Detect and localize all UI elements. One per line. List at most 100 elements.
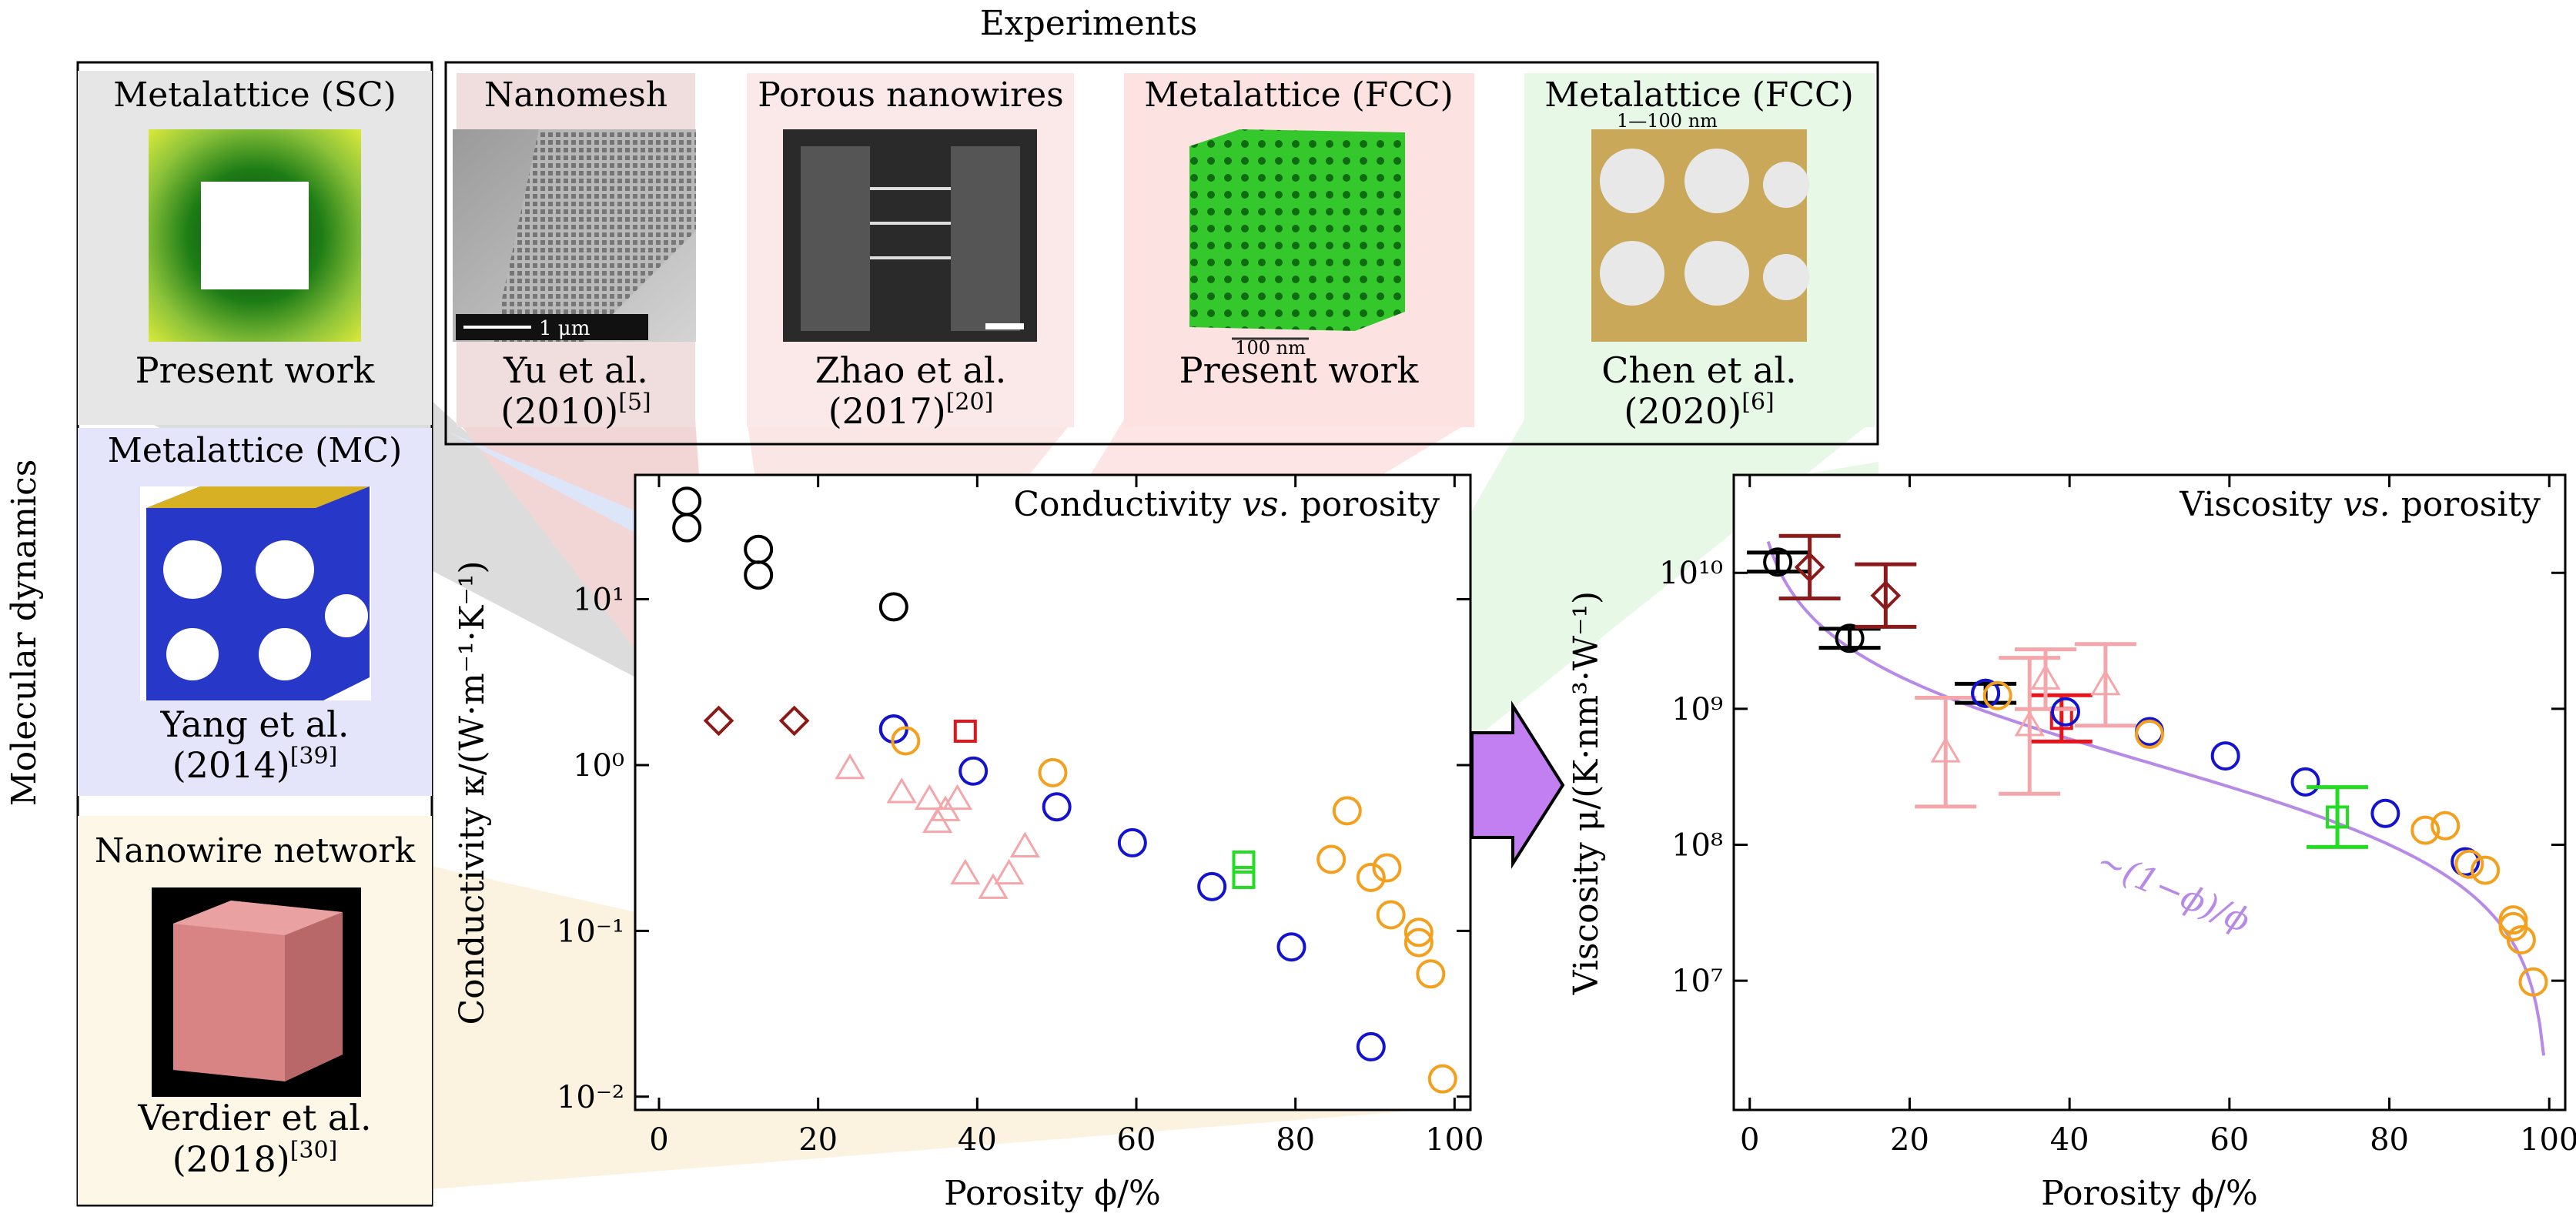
black-circle-point bbox=[1747, 547, 1809, 577]
exp-panel-nanowires-title: Porous nanowires bbox=[758, 75, 1064, 115]
pink-triangle-point bbox=[835, 753, 865, 780]
darkred-diamond-point bbox=[703, 705, 734, 737]
orange-circle-point bbox=[1982, 680, 2012, 710]
pink-triangle-point bbox=[914, 784, 945, 811]
x-tick-label: 60 bbox=[2210, 1122, 2249, 1158]
mc-metalattice-image bbox=[140, 486, 371, 700]
blue-circle-point bbox=[1276, 932, 1306, 962]
x-tick-label: 20 bbox=[1890, 1122, 1929, 1158]
pink-triangle-point bbox=[886, 777, 917, 804]
blue-circle-point bbox=[2050, 697, 2080, 727]
darkred-diamond-point bbox=[1778, 533, 1841, 601]
x-tick-label: 100 bbox=[2520, 1122, 2576, 1158]
md-panel-sc-caption: Present work bbox=[135, 349, 376, 391]
exp-panel-fcc-present-caption: Present work bbox=[1179, 349, 1420, 391]
green-square-point bbox=[1232, 850, 1256, 874]
y-tick-label: 10¹ bbox=[573, 583, 624, 618]
pink-triangle-point bbox=[2015, 647, 2076, 711]
blue-circle-point bbox=[2210, 741, 2240, 771]
viscosity-xlabel: Porosity ϕ/% bbox=[2041, 1174, 2258, 1213]
exp-panel-nanowires-caption: Zhao et al. bbox=[815, 349, 1006, 391]
pink-triangle-point bbox=[1999, 656, 2061, 796]
orange-circle-point bbox=[2506, 924, 2536, 954]
green-square-point bbox=[1232, 865, 1256, 889]
viscosity-ylabel: Viscosity μ/(K·nm³·W⁻¹) bbox=[1567, 591, 1606, 995]
porous-nanowires-sem-image bbox=[783, 129, 1037, 342]
x-tick-label: 80 bbox=[2370, 1122, 2409, 1158]
orange-circle-point bbox=[2471, 855, 2501, 885]
y-tick-label: 10⁻¹ bbox=[557, 914, 624, 949]
red-square-point bbox=[2030, 693, 2093, 744]
md-panel-nw-year: (2018)[30] bbox=[172, 1137, 338, 1180]
orange-circle-point bbox=[1403, 928, 1434, 958]
y-tick-label: 10⁸ bbox=[1671, 828, 1723, 864]
conductivity-xlabel: Porosity ϕ/% bbox=[944, 1174, 1161, 1213]
pink-triangle-point bbox=[1915, 696, 1977, 809]
conductivity-chart: Conductivity vs. porosity Porosity ϕ/% C… bbox=[453, 473, 1484, 1213]
x-tick-label: 20 bbox=[798, 1122, 838, 1158]
blue-circle-point bbox=[1042, 792, 1072, 822]
exp-panel-fcc-chen-title: Metalattice (FCC) bbox=[1544, 75, 1854, 115]
darkred-diamond-point bbox=[1855, 562, 1917, 629]
green-square-point bbox=[2307, 785, 2369, 849]
md-panel-nw-caption: Verdier et al. bbox=[137, 1097, 371, 1138]
x-tick-label: 80 bbox=[1276, 1122, 1315, 1158]
x-tick-label: 40 bbox=[2050, 1122, 2089, 1158]
orange-circle-point bbox=[1356, 862, 1386, 892]
orange-circle-point bbox=[1376, 900, 1406, 930]
orange-circle-point bbox=[2454, 849, 2484, 879]
x-tick-label: 0 bbox=[1740, 1122, 1759, 1158]
sc-metalattice-image bbox=[149, 129, 361, 342]
fcc-metalattice-chen-image: 1—100 nm bbox=[1591, 110, 1809, 342]
orange-circle-point bbox=[2498, 905, 2528, 935]
orange-circle-point bbox=[1316, 844, 1347, 874]
conductivity-plot-frame bbox=[634, 473, 1472, 1111]
red-square-point bbox=[953, 719, 977, 743]
black-circle-point bbox=[744, 560, 774, 590]
blue-circle-point bbox=[2290, 767, 2320, 797]
chen-scale-label: 1—100 nm bbox=[1617, 110, 1718, 132]
orange-circle-point bbox=[1332, 796, 1362, 826]
fcc-metalattice-green-image: 100 nm bbox=[1189, 129, 1405, 359]
y-tick-label: 10⁷ bbox=[1671, 964, 1723, 999]
md-panel-nw-title: Nanowire network bbox=[95, 831, 416, 871]
y-tick-label: 10⁰ bbox=[573, 748, 624, 784]
pink-triangle-point bbox=[994, 858, 1025, 885]
x-tick-label: 0 bbox=[649, 1122, 668, 1158]
experiments-frame bbox=[444, 61, 1879, 446]
pink-triangle-point bbox=[2074, 642, 2136, 728]
exp-panel-fcc-chen-year: (2020)[6] bbox=[1624, 389, 1774, 432]
viscosity-plot-frame bbox=[1732, 473, 2567, 1111]
orange-circle-point bbox=[1038, 757, 1068, 787]
right-arrow-icon bbox=[1470, 700, 1565, 869]
exp-panel-nanomesh-caption: Yu et al. bbox=[503, 349, 648, 391]
x-tick-label: 40 bbox=[958, 1122, 997, 1158]
viscosity-chart: Viscosity vs. porosity Porosity ϕ/% Visc… bbox=[1567, 473, 2576, 1213]
pink-triangle-point bbox=[950, 858, 981, 885]
orange-circle-point bbox=[1403, 918, 1434, 948]
exp-panel-nanomesh-year: (2010)[5] bbox=[500, 389, 651, 432]
pink-triangle-point bbox=[978, 873, 1009, 899]
darkred-diamond-point bbox=[778, 705, 810, 737]
conductivity-chart-title: Conductivity vs. porosity bbox=[1013, 485, 1440, 524]
experiments-label: Experiments bbox=[980, 4, 1198, 43]
blue-circle-point bbox=[1117, 827, 1147, 857]
exp-panel-nanomesh-title: Nanomesh bbox=[484, 75, 667, 115]
blue-circle-point bbox=[2451, 847, 2481, 877]
nanomesh-scale-label: 1 μm bbox=[539, 317, 590, 340]
theory-curve bbox=[1766, 540, 2545, 1056]
md-panel-mc-title: Metalattice (MC) bbox=[108, 431, 402, 470]
x-tick-label: 100 bbox=[1425, 1122, 1484, 1158]
conductivity-ylabel: Conductivity κ/(W·m⁻¹·K⁻¹) bbox=[453, 560, 492, 1024]
x-tick-label: 60 bbox=[1117, 1122, 1156, 1158]
fcc-scale-label: 100 nm bbox=[1235, 337, 1306, 359]
md-panel-mc-caption: Yang et al. bbox=[159, 704, 349, 745]
blue-circle-point bbox=[958, 756, 989, 786]
blue-circle-point bbox=[1971, 678, 2001, 708]
blue-circle-point bbox=[1197, 871, 1227, 901]
blue-circle-point bbox=[2370, 798, 2400, 828]
exp-panel-fcc-present-title: Metalattice (FCC) bbox=[1144, 75, 1454, 115]
md-label: Molecular dynamics bbox=[5, 460, 44, 807]
y-tick-label: 10⁻² bbox=[557, 1080, 624, 1115]
orange-circle-point bbox=[2135, 719, 2164, 749]
